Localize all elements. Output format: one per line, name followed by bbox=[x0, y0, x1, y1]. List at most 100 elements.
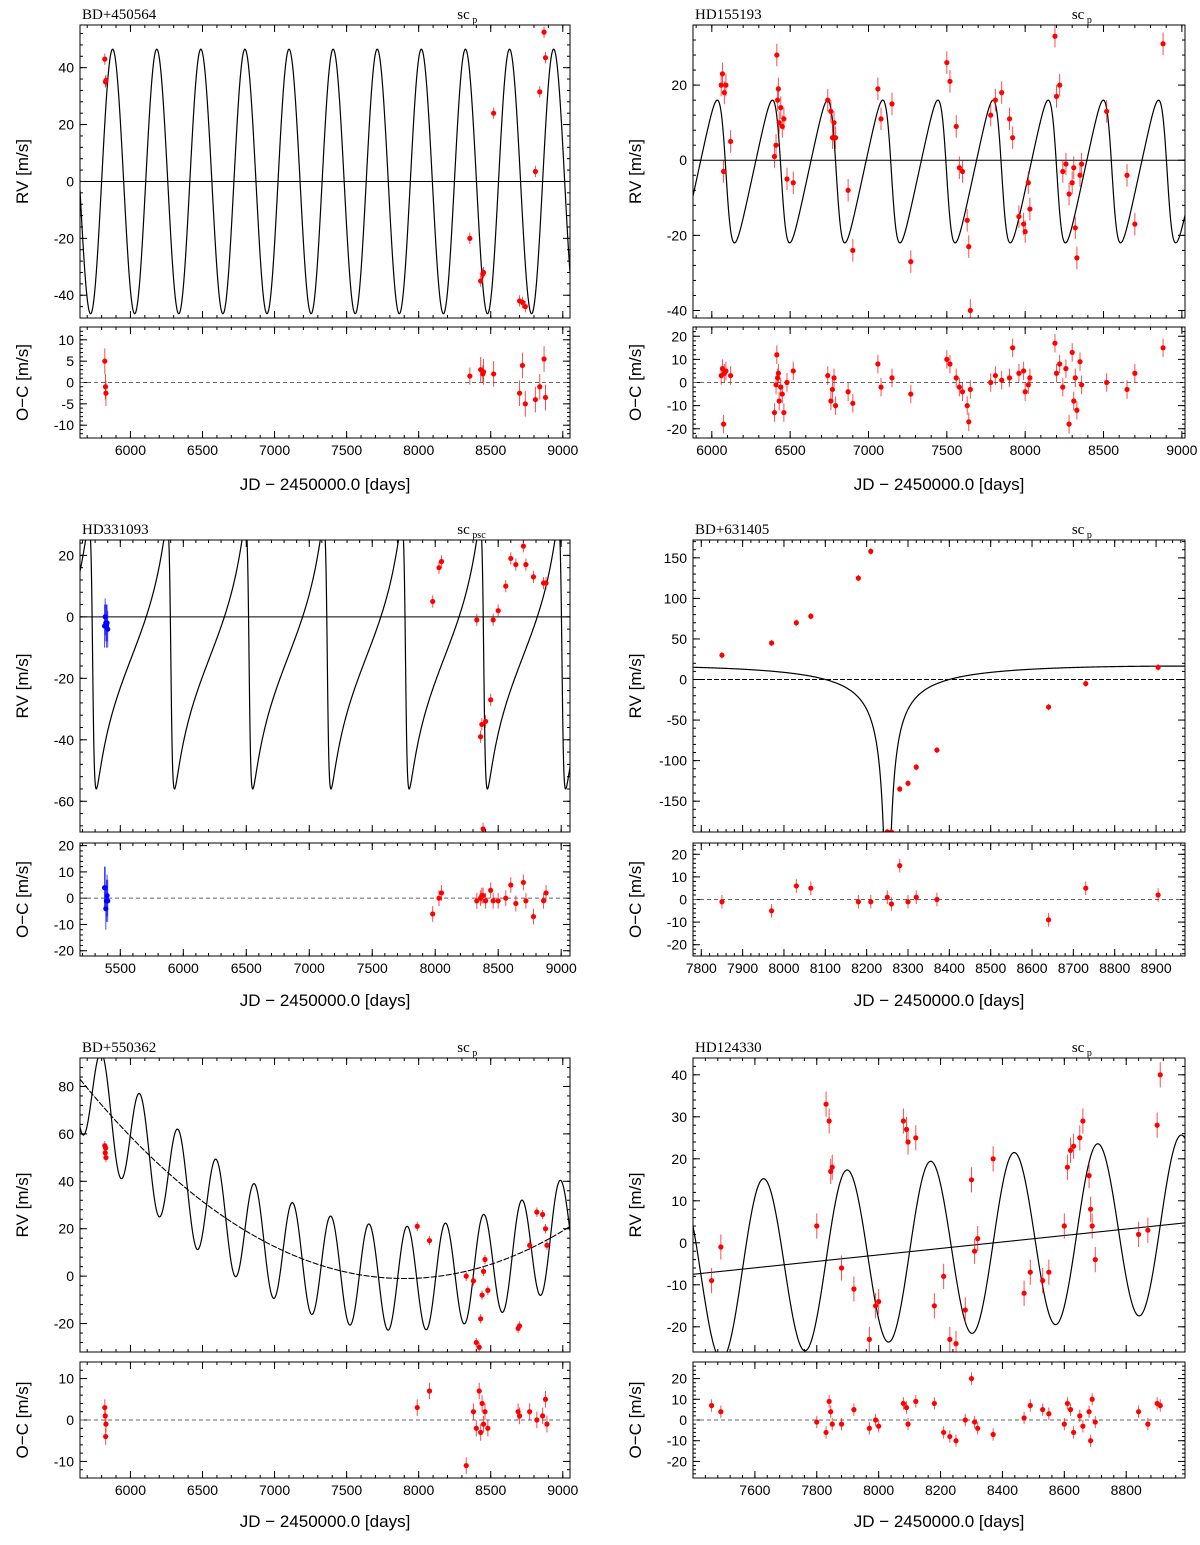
oc-data-point bbox=[1021, 368, 1027, 374]
oc-data-point bbox=[719, 899, 725, 905]
oc-data-point bbox=[540, 1413, 546, 1419]
oc-axis-label: O−C [m/s] bbox=[13, 861, 32, 938]
rv-axis-label: RV [m/s] bbox=[626, 139, 645, 204]
x-tick-label: 7800 bbox=[686, 960, 717, 976]
rv-plot-area bbox=[693, 548, 1185, 832]
oc-data-point bbox=[897, 863, 903, 869]
oc-data-point bbox=[828, 1409, 834, 1415]
rv-axis-label: RV [m/s] bbox=[13, 139, 32, 204]
oc-data-point bbox=[1155, 892, 1161, 898]
oc-data-point bbox=[1072, 375, 1078, 381]
y-tick-label: 20 bbox=[58, 547, 74, 563]
rv-data-point bbox=[905, 780, 911, 786]
x-axis-label: JD − 2450000.0 [days] bbox=[240, 475, 411, 494]
oc-data-point bbox=[1157, 1402, 1163, 1409]
rv-data-point bbox=[1072, 225, 1078, 231]
rv-data-point bbox=[826, 1118, 832, 1124]
rv-frame bbox=[692, 539, 1186, 833]
rv-data-point bbox=[1132, 221, 1138, 227]
x-axis-label: JD − 2450000.0 [days] bbox=[240, 991, 411, 1010]
oc-data-point bbox=[905, 899, 911, 905]
y-tick-label: -50 bbox=[667, 712, 687, 728]
rv-data-point bbox=[519, 299, 526, 305]
rv-data-point bbox=[436, 565, 442, 571]
y-tick-label: -10 bbox=[54, 916, 74, 932]
oc-data-point bbox=[488, 887, 494, 893]
oc-data-point bbox=[1061, 1421, 1067, 1427]
y-tick-label: 10 bbox=[671, 869, 687, 885]
y-tick-label: 0 bbox=[679, 152, 687, 168]
x-tick-label: 6500 bbox=[231, 960, 262, 976]
rv-data-point bbox=[438, 558, 445, 565]
oc-data-point bbox=[908, 391, 914, 397]
oc-data-point bbox=[718, 1409, 724, 1415]
rv-data-point bbox=[975, 1236, 981, 1242]
rv-data-point bbox=[537, 89, 543, 95]
oc-data-point bbox=[889, 375, 895, 381]
y-tick-label: -10 bbox=[667, 398, 687, 414]
model-tag: sc bbox=[457, 522, 470, 538]
rv-data-point bbox=[103, 77, 109, 84]
oc-data-point bbox=[941, 1429, 947, 1436]
oc-data-point bbox=[1124, 386, 1130, 393]
rv-data-point bbox=[540, 1211, 546, 1218]
rv-data-point bbox=[851, 1286, 857, 1292]
oc-data-point bbox=[1067, 1407, 1074, 1413]
rv-data-point bbox=[541, 29, 547, 35]
rv-data-point bbox=[1022, 229, 1028, 235]
oc-data-point bbox=[814, 1419, 820, 1425]
oc-frame bbox=[692, 326, 1186, 439]
oc-data-point bbox=[476, 1388, 482, 1394]
rv-data-point bbox=[1080, 1118, 1086, 1124]
y-tick-label: 20 bbox=[671, 846, 687, 862]
rv-data-point bbox=[1052, 33, 1058, 39]
rv-data-point bbox=[473, 1339, 479, 1346]
rv-data-point bbox=[768, 640, 775, 646]
rv-data-point bbox=[503, 583, 509, 589]
rv-data-point bbox=[719, 71, 726, 77]
oc-data-point bbox=[1045, 917, 1052, 923]
oc-data-point bbox=[467, 373, 473, 379]
x-tick-label: 6500 bbox=[187, 1482, 218, 1498]
y-tick-label: 10 bbox=[58, 1371, 74, 1387]
x-tick-label: 6500 bbox=[775, 442, 806, 458]
y-tick-label: 100 bbox=[664, 590, 688, 606]
y-tick-label: -20 bbox=[54, 943, 74, 959]
rv-data-point bbox=[520, 543, 526, 549]
oc-data-point bbox=[728, 372, 734, 379]
oc-data-point bbox=[1060, 384, 1066, 390]
rv-data-point bbox=[953, 123, 959, 130]
rv-data-point bbox=[781, 116, 787, 122]
y-tick-label: 0 bbox=[66, 1268, 74, 1284]
y-tick-label: -40 bbox=[667, 302, 687, 318]
y-tick-label: 10 bbox=[671, 351, 687, 367]
oc-data-point bbox=[1022, 389, 1028, 395]
x-tick-label: 8000 bbox=[403, 442, 434, 458]
oc-axis-label: O−C [m/s] bbox=[13, 344, 32, 421]
rv-data-point bbox=[775, 86, 781, 92]
oc-data-point bbox=[774, 352, 780, 358]
rv-data-point bbox=[956, 165, 962, 171]
oc-data-point bbox=[426, 1388, 433, 1394]
oc-frame bbox=[79, 326, 571, 439]
rv-data-point bbox=[543, 580, 549, 586]
oc-data-point bbox=[544, 1421, 550, 1427]
rv-data-point bbox=[1074, 255, 1080, 261]
model-tag: sc bbox=[1072, 1040, 1085, 1056]
rv-data-point bbox=[1089, 1223, 1095, 1229]
rv-trend-curve bbox=[693, 1222, 1185, 1275]
y-tick-label: 30 bbox=[671, 1109, 687, 1125]
y-tick-label: 20 bbox=[671, 1151, 687, 1167]
model-tag-subscript: psc bbox=[472, 530, 486, 541]
oc-data-point bbox=[875, 361, 881, 367]
oc-data-point bbox=[866, 1425, 872, 1431]
rv-data-point bbox=[823, 1101, 829, 1107]
y-tick-label: -20 bbox=[667, 227, 687, 243]
rv-data-point bbox=[1092, 1257, 1098, 1263]
oc-data-point bbox=[966, 419, 972, 425]
rv-data-point bbox=[491, 110, 497, 116]
x-tick-label: 9000 bbox=[547, 442, 578, 458]
rv-data-point bbox=[1045, 704, 1052, 710]
oc-data-point bbox=[944, 356, 950, 362]
oc-data-point bbox=[102, 1413, 108, 1419]
